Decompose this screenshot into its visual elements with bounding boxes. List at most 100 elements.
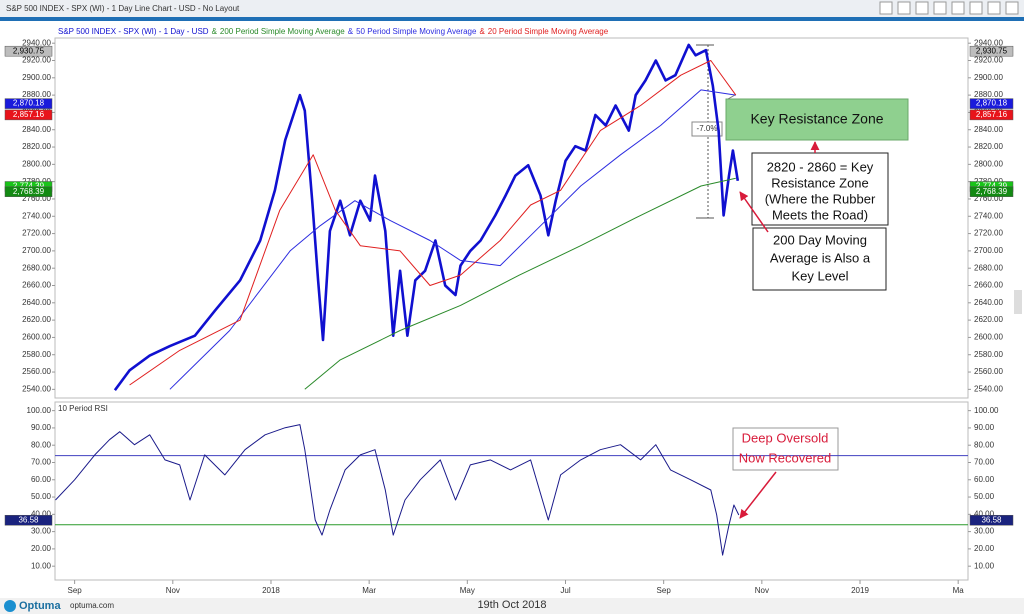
y-tick-label: 10.00 <box>974 561 995 570</box>
y-tick-label: 2940.00 <box>22 38 51 47</box>
y-tick-label: 2840.00 <box>22 125 51 134</box>
site: optuma.com <box>70 601 114 610</box>
y-tick-label: 60.00 <box>31 475 52 484</box>
scroll-handle[interactable] <box>1014 290 1022 314</box>
y-tick-label: 2640.00 <box>22 298 51 307</box>
toolbar[interactable] <box>879 1 1019 15</box>
y-tick-label: 70.00 <box>31 458 52 467</box>
y-tick-label: 2640.00 <box>974 298 1003 307</box>
price-badge-label: 2,857.16 <box>13 110 45 119</box>
price-badge <box>969 45 1014 57</box>
y-tick-label: 90.00 <box>31 423 52 432</box>
note-line: (Where the Rubber <box>765 191 876 206</box>
tool-button[interactable] <box>969 1 983 15</box>
window-title: S&P 500 INDEX - SPX (WI) - 1 Day Line Ch… <box>6 4 240 13</box>
price-badge-label: 2,930.75 <box>13 46 45 55</box>
y-tick-label: 2540.00 <box>22 384 51 393</box>
legend-separator: & <box>212 27 218 36</box>
note-line: 200 Day Moving <box>773 232 867 247</box>
series-line <box>129 60 737 386</box>
legend-entry: S&P 500 INDEX - SPX (WI) - 1 Day - USD <box>58 27 209 36</box>
oversold-box <box>732 427 839 471</box>
zone-label: Key Resistance Zone <box>750 111 883 127</box>
y-tick-label: 50.00 <box>31 492 52 501</box>
y-tick-label: 10.00 <box>31 561 52 570</box>
legend-separator: & <box>348 27 354 36</box>
y-tick-label: 80.00 <box>974 440 995 449</box>
price-badge-label: 2,870.18 <box>13 99 45 108</box>
drop-box <box>691 121 723 137</box>
y-tick-label: 2820.00 <box>22 142 51 151</box>
y-tick-label: 60.00 <box>974 475 995 484</box>
price-badge-label: 2,768.39 <box>13 187 45 196</box>
price-panel <box>54 37 969 399</box>
note-box <box>751 152 889 226</box>
tool-button[interactable] <box>1005 1 1019 15</box>
legend-entry: 50 Period Simple Moving Average <box>356 27 477 36</box>
y-tick-label: 50.00 <box>974 492 995 501</box>
price-badge-label: 36.58 <box>18 515 39 524</box>
y-tick-label: 2660.00 <box>974 281 1003 290</box>
price-badge-label: 36.58 <box>981 515 1002 524</box>
legend-entry: 20 Period Simple Moving Average <box>488 27 609 36</box>
x-tick-label: Sep <box>68 586 83 595</box>
price-badge <box>4 45 53 57</box>
y-tick-label: 20.00 <box>974 544 995 553</box>
price-badge-label: 2,930.75 <box>976 46 1008 55</box>
note-box <box>752 227 887 291</box>
series-line <box>55 424 740 556</box>
tool-button[interactable] <box>915 1 929 15</box>
y-tick-label: 30.00 <box>31 527 52 536</box>
y-tick-label: 40.00 <box>974 509 995 518</box>
price-badge <box>969 98 1014 109</box>
price-badge-label: 2,768.39 <box>976 187 1008 196</box>
tool-button[interactable] <box>897 1 911 15</box>
x-tick-label: May <box>460 586 475 595</box>
tool-button[interactable] <box>879 1 893 15</box>
y-tick-label: 2700.00 <box>974 246 1003 255</box>
price-badge <box>4 109 53 121</box>
y-tick-label: 2600.00 <box>974 333 1003 342</box>
x-tick-label: 2018 <box>262 586 280 595</box>
x-tick-label: Nov <box>755 586 769 595</box>
y-tick-label: 80.00 <box>31 440 52 449</box>
y-tick-label: 2880.00 <box>974 90 1003 99</box>
footer-bar <box>0 598 1024 614</box>
y-tick-label: 2800.00 <box>974 159 1003 168</box>
series-line <box>169 89 736 390</box>
y-tick-label: 2940.00 <box>974 38 1003 47</box>
x-tick-label: Sep <box>657 586 672 595</box>
note-line: Key Level <box>791 268 848 283</box>
legend-separator: & <box>479 27 485 36</box>
tool-button[interactable] <box>951 1 965 15</box>
tool-button[interactable] <box>987 1 1001 15</box>
arrow <box>739 471 777 519</box>
brand: Optuma <box>19 600 61 612</box>
legend-entry: 200 Period Simple Moving Average <box>220 27 345 36</box>
note-line: Meets the Road) <box>772 207 868 222</box>
x-tick-label: Nov <box>166 586 180 595</box>
y-tick-label: 2700.00 <box>22 246 51 255</box>
tool-button[interactable] <box>933 1 947 15</box>
y-tick-label: 2540.00 <box>974 384 1003 393</box>
y-tick-label: 2620.00 <box>974 315 1003 324</box>
accent-strip <box>0 17 1024 21</box>
date: 19th Oct 2018 <box>477 599 546 611</box>
y-tick-label: 70.00 <box>974 458 995 467</box>
y-tick-label: 2720.00 <box>22 229 51 238</box>
y-tick-label: 2920.00 <box>974 56 1003 65</box>
y-tick-label: 2800.00 <box>22 159 51 168</box>
y-tick-label: 100.00 <box>27 406 52 415</box>
y-tick-label: 2620.00 <box>22 315 51 324</box>
drop-label: -7.0% <box>697 124 718 133</box>
note-line: 2820 - 2860 = Key <box>767 159 874 174</box>
price-badge-label: 2,774.39 <box>13 182 45 191</box>
series-line <box>304 177 736 390</box>
y-tick-label: 20.00 <box>31 544 52 553</box>
y-tick-label: 2740.00 <box>22 211 51 220</box>
rsi-title: 10 Period RSI <box>58 404 108 413</box>
logo <box>4 600 16 612</box>
y-tick-label: 2740.00 <box>974 211 1003 220</box>
